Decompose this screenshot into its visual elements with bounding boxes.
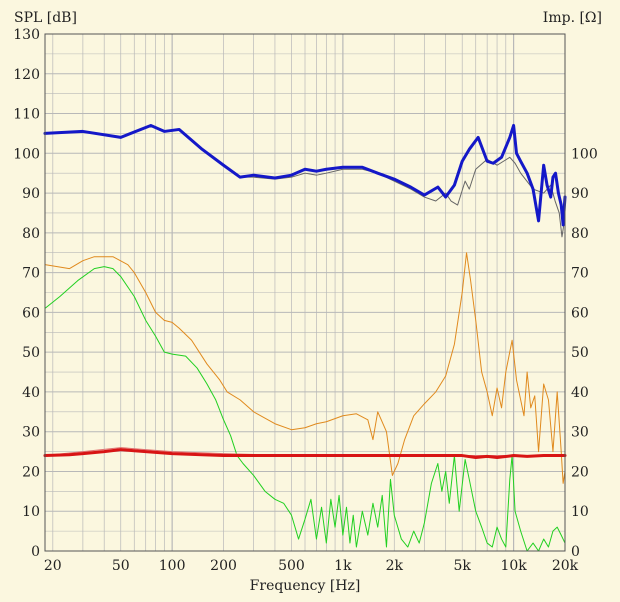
- y-tick-right: 40: [571, 385, 589, 401]
- x-tick: 50: [112, 558, 130, 574]
- y-tick-left: 10: [22, 504, 40, 520]
- tick-labels: 0 10 20 30 40 50 60 70 80 90 100 110 120 130 0 10 20 30 40…: [13, 27, 597, 574]
- x-tick: 2k: [386, 558, 404, 574]
- x-tick: 20: [44, 558, 62, 574]
- y-tick-left: 30: [22, 425, 40, 441]
- y-tick-left: 90: [22, 186, 40, 202]
- x-tick: 5k: [454, 558, 472, 574]
- x-tick: 200: [210, 558, 237, 574]
- series-group: [43, 123, 567, 552]
- y-tick-left: 80: [22, 226, 40, 242]
- y-tick-right: 50: [571, 345, 589, 361]
- plot-frame: [44, 33, 566, 552]
- x-axis-label: Frequency [Hz]: [250, 578, 361, 594]
- y-tick-right: 90: [571, 186, 589, 202]
- y-tick-left: 110: [13, 107, 40, 123]
- y-tick-left: 0: [31, 544, 40, 560]
- x-tick: 10k: [500, 558, 527, 574]
- y-tick-left: 130: [13, 27, 40, 43]
- y-tick-left: 60: [22, 305, 40, 321]
- x-tick: 1k: [334, 558, 352, 574]
- y-tick-left: 50: [22, 345, 40, 361]
- y-tick-left: 100: [13, 146, 40, 162]
- y-tick-left: 120: [13, 67, 40, 83]
- series-line-green: [44, 266, 566, 552]
- y-tick-right: 100: [571, 146, 598, 162]
- y-tick-right: 0: [571, 544, 580, 560]
- y-tick-right: 10: [571, 504, 589, 520]
- y-tick-right: 80: [571, 226, 589, 242]
- x-tick: 20k: [552, 558, 579, 574]
- series-line-orange: [44, 252, 566, 484]
- y-tick-right: 70: [571, 266, 589, 282]
- y-axis-label-left: SPL [dB]: [14, 10, 77, 26]
- y-tick-left: 40: [22, 385, 40, 401]
- x-tick: 100: [159, 558, 186, 574]
- y-tick-right: 60: [571, 305, 589, 321]
- series-line-red: [43, 448, 567, 460]
- y-tick-right: 20: [571, 464, 589, 480]
- series-line-spl: [43, 123, 567, 227]
- x-tick: 500: [278, 558, 305, 574]
- y-tick-left: 70: [22, 266, 40, 282]
- y-axis-label-right: Imp. [Ω]: [543, 10, 602, 26]
- grid: [45, 33, 566, 552]
- y-tick-left: 20: [22, 464, 40, 480]
- y-tick-right: 30: [571, 425, 589, 441]
